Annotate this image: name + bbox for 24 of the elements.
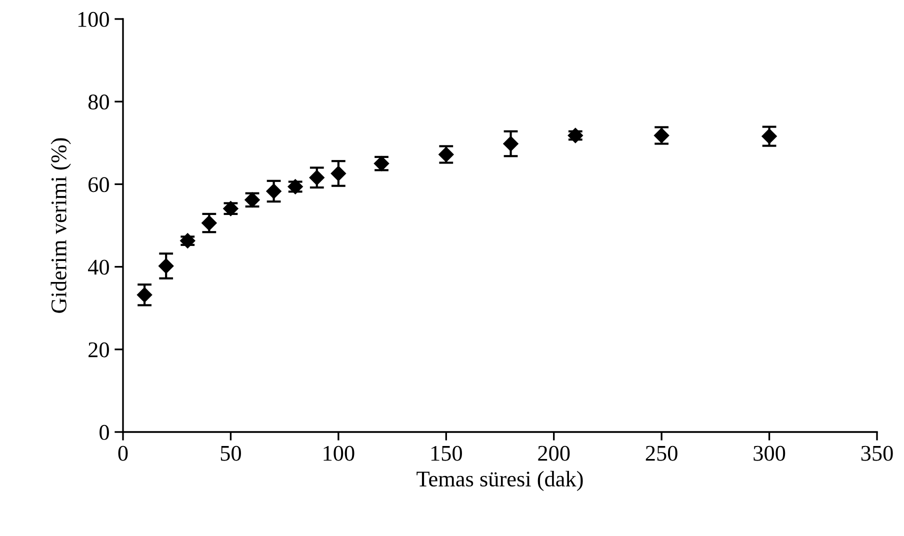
x-tick-label: 100 <box>324 446 354 461</box>
x-tick-label: 150 <box>431 446 462 461</box>
point <box>568 128 583 144</box>
y-tick-label: 100 <box>78 12 109 27</box>
x-tick-label: 350 <box>861 446 893 461</box>
point <box>309 170 324 186</box>
x-tick-label: 50 <box>220 446 241 461</box>
y-tick-label: 20 <box>88 342 109 358</box>
point <box>762 128 777 144</box>
point <box>503 136 518 152</box>
y-axis-title: Giderim verimi (%) <box>50 138 71 313</box>
point <box>158 258 174 274</box>
y-tick-label: 40 <box>88 260 109 275</box>
point <box>266 184 282 199</box>
point <box>136 287 152 302</box>
y-tick-label: 80 <box>88 94 109 110</box>
x-tick-label: 300 <box>754 446 786 461</box>
y-tick-label: 60 <box>88 177 109 192</box>
x-tick-label: 250 <box>646 446 678 461</box>
x-tick-label: 200 <box>538 446 570 461</box>
point <box>330 166 346 182</box>
x-tick-label: 0 <box>118 446 128 461</box>
x-axis-title: Temas süresi (dak) <box>416 470 583 492</box>
y-tick-label: 0 <box>100 424 109 440</box>
